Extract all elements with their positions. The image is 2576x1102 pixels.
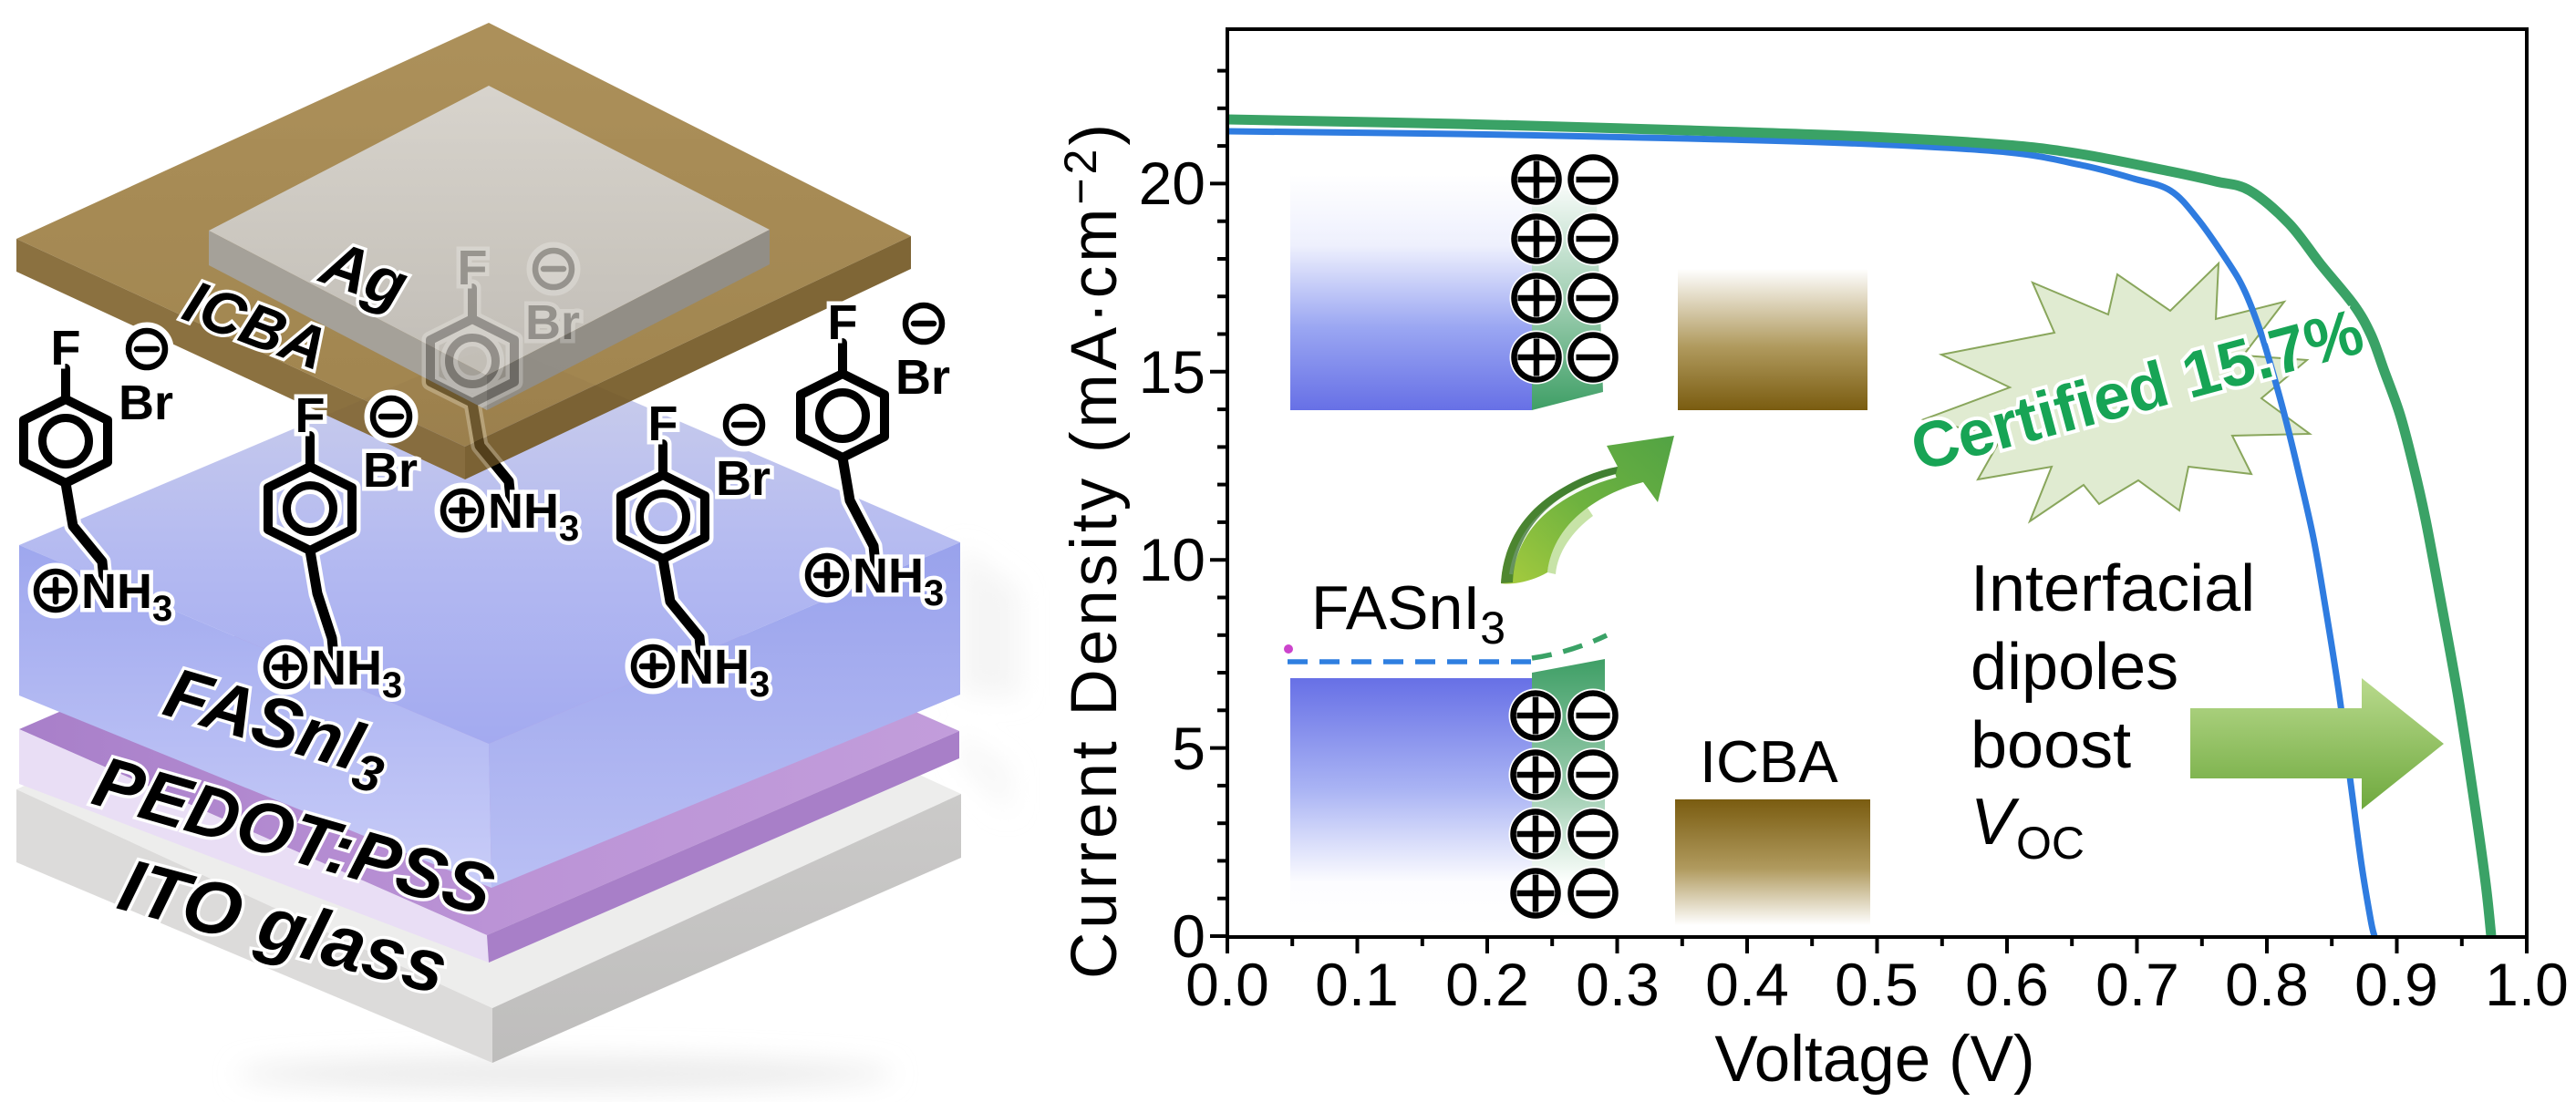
svg-text:FASnI3: FASnI3 [1311,573,1505,654]
svg-text:0.3: 0.3 [1576,951,1660,1018]
svg-text:1.0: 1.0 [2485,951,2569,1018]
svg-text:Br: Br [716,451,771,506]
svg-text:F: F [51,321,81,376]
svg-text:0.0: 0.0 [1185,951,1269,1018]
svg-text:10: 10 [1139,526,1205,593]
svg-text:15: 15 [1139,338,1205,406]
svg-text:Interfacial: Interfacial [1971,552,2255,625]
svg-text:F: F [828,295,858,350]
svg-text:0.9: 0.9 [2354,951,2438,1018]
svg-text:0: 0 [1172,902,1205,970]
svg-text:0.5: 0.5 [1835,951,1919,1018]
svg-text:Br: Br [119,376,173,430]
svg-text:F: F [295,388,326,443]
svg-text:5: 5 [1172,715,1205,782]
svg-text:NH3: NH3 [488,484,579,549]
svg-text:20: 20 [1139,149,1205,217]
svg-text:0.6: 0.6 [1965,951,2049,1018]
svg-text:dipoles: dipoles [1971,631,2178,704]
svg-text:0.2: 0.2 [1445,951,1529,1018]
svg-text:Br: Br [525,295,580,350]
svg-text:0.7: 0.7 [2095,951,2179,1018]
svg-text:boost: boost [1971,709,2131,782]
svg-text:Current Density (mA·cm−2): Current Density (mA·cm−2) [1055,120,1131,979]
svg-text:0.4: 0.4 [1705,951,1789,1018]
svg-text:0.8: 0.8 [2225,951,2309,1018]
svg-text:F: F [648,397,678,451]
svg-text:Voltage (V): Voltage (V) [1714,1024,2034,1096]
svg-text:ICBA: ICBA [1700,728,1838,795]
svg-text:0.1: 0.1 [1315,951,1399,1018]
svg-text:Br: Br [363,443,418,498]
svg-text:F: F [458,241,488,295]
svg-text:Br: Br [895,350,950,405]
